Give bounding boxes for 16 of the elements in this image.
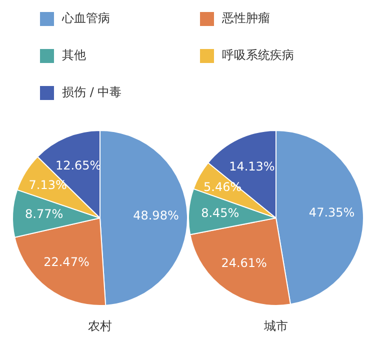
legend-label: 其他 <box>62 47 86 64</box>
data-label: 22.47% <box>44 254 90 269</box>
data-label: 8.77% <box>25 207 64 222</box>
legend-label: 心血管病 <box>62 10 110 27</box>
data-label: 14.13% <box>229 160 275 174</box>
data-label: 12.65% <box>55 158 102 172</box>
data-label: 48.98% <box>133 208 179 222</box>
data-label: 8.45% <box>201 206 240 220</box>
data-label: 24.61% <box>221 256 267 270</box>
text: 城市 <box>263 318 289 335</box>
legend-label: 损伤 / 中毒 <box>62 84 122 101</box>
data-label: 47.35% <box>308 205 355 220</box>
text: 农村 <box>87 318 113 335</box>
legend-label: 呼吸系统疾病 <box>222 47 294 64</box>
legend-label: 恶性肿瘤 <box>222 10 270 27</box>
data-label: 7.13% <box>28 178 67 192</box>
